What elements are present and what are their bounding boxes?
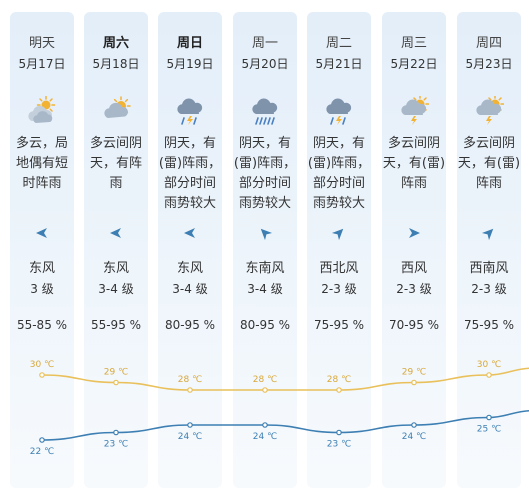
low-temp-line (41, 409, 529, 441)
wind-arrow-icon (184, 228, 195, 238)
wind-arrow-icon (409, 228, 420, 238)
humidity: 75-95 % (313, 318, 365, 332)
forecast-day-column[interactable]: 周日 5月19日 阴天，有(雷)阵雨，部分时间雨势较大 东风 3-4 级 80-… (158, 12, 222, 488)
wind-level: 2-3 级 (321, 282, 357, 296)
thunderstorm-icon (177, 98, 203, 125)
wind-arrow-icon (331, 228, 344, 241)
humidity: 75-95 % (463, 318, 515, 332)
day-date: 5月19日 (166, 57, 214, 71)
wind-level: 3 级 (30, 282, 54, 296)
wind-direction: 东风 (176, 261, 203, 276)
wind-direction: 东南风 (245, 261, 285, 276)
high-temp-line (41, 367, 529, 391)
weather-description: 阴天，有(雷)阵雨，部分时间雨势较大 (233, 136, 297, 211)
sun-behind-cloud-icon (104, 96, 131, 118)
humidity: 70-95 % (388, 318, 440, 332)
sun-thunder-icon (401, 96, 429, 125)
low-temp-label: 24 ℃ (178, 432, 202, 442)
wind-direction: 西南风 (469, 261, 509, 276)
wind-level: 3-4 级 (98, 282, 134, 296)
weather-description: 多云间阴天，有(雷)阵雨 (457, 136, 521, 191)
low-temp-point (411, 422, 417, 428)
high-temp-label: 29 ℃ (104, 368, 128, 378)
high-temp-point (39, 372, 45, 378)
weather-description: 阴天，有(雷)阵雨，部分时间雨势较大 (158, 136, 222, 211)
day-date: 5月21日 (315, 57, 363, 71)
low-temp-label: 24 ℃ (402, 432, 426, 442)
day-date: 5月23日 (465, 57, 513, 71)
high-temp-point (187, 387, 193, 393)
low-temp-label: 23 ℃ (104, 440, 128, 450)
wind-direction: 西北风 (319, 261, 359, 276)
forecast-day-column[interactable]: 明天 5月17日 多云，局地偶有短时阵雨 东风 3 级 55-85 % (10, 12, 74, 488)
high-temp-label: 28 ℃ (253, 375, 277, 385)
weather-description: 阴天，有(雷)阵雨，部分时间雨势较大 (307, 136, 371, 211)
low-temp-label: 25 ℃ (477, 425, 501, 435)
high-temp-label: 30 ℃ (477, 360, 501, 370)
low-temp-point (262, 422, 268, 428)
day-name: 周一 (251, 36, 278, 51)
humidity: 80-95 % (164, 318, 216, 332)
day-date: 5月20日 (241, 57, 289, 71)
weather-description: 多云间阴天，有阵雨 (89, 136, 142, 191)
high-temp-point (336, 387, 342, 393)
wind-level: 2-3 级 (396, 282, 432, 296)
forecast-day-column[interactable]: 周六 5月18日 多云间阴天，有阵雨 东风 3-4 级 55-95 % (84, 12, 148, 488)
high-temp-label: 29 ℃ (402, 368, 426, 378)
forecast-day-column[interactable]: 周一 5月20日 阴天，有(雷)阵雨，部分时间雨势较大 东南风 3-4 级 80… (233, 12, 297, 488)
high-temp-label: 28 ℃ (327, 375, 351, 385)
wind-direction: 西风 (400, 261, 427, 276)
wind-direction: 东风 (102, 261, 129, 276)
day-date: 5月22日 (390, 57, 438, 71)
wind-direction: 东风 (28, 261, 55, 276)
low-temp-label: 22 ℃ (30, 447, 54, 457)
low-temp-point (486, 414, 492, 421)
low-temp-point (113, 429, 119, 436)
humidity: 55-95 % (90, 318, 142, 332)
sun-thunder-icon (476, 96, 504, 125)
humidity: 55-85 % (16, 318, 68, 332)
high-temp-point (411, 379, 417, 386)
weather-description: 多云间阴天，有(雷)阵雨 (382, 136, 446, 191)
heavy-rain-icon (252, 98, 278, 125)
day-name: 周二 (325, 36, 352, 51)
forecast-day-column[interactable]: 周二 5月21日 阴天，有(雷)阵雨，部分时间雨势较大 西北风 2-3 级 75… (307, 12, 371, 488)
low-temp-point (187, 422, 193, 428)
day-name: 周四 (475, 36, 502, 51)
high-temp-label: 30 ℃ (30, 360, 54, 370)
partly-cloudy-icon (28, 96, 56, 123)
day-name: 周三 (400, 36, 427, 51)
day-name: 明天 (28, 36, 55, 51)
high-temp-point (113, 379, 119, 386)
wind-arrow-icon (481, 228, 494, 241)
humidity: 80-95 % (239, 318, 291, 332)
low-temp-label: 24 ℃ (253, 432, 277, 442)
low-temp-point (39, 437, 45, 443)
day-date: 5月18日 (92, 57, 140, 71)
thunderstorm-icon (326, 98, 352, 125)
weather-description: 多云，局地偶有短时阵雨 (15, 136, 68, 191)
wind-arrow-icon (36, 228, 47, 238)
day-name: 周六 (102, 36, 129, 51)
temperature-chart: 30 ℃ 29 ℃ 28 ℃ 28 ℃ 28 ℃ 29 ℃ 30 ℃ 22 ℃ 23 ℃ 24 ℃… (30, 360, 529, 457)
wind-level: 3-4 级 (247, 282, 283, 296)
day-date: 5月17日 (18, 57, 66, 71)
wind-level: 3-4 级 (172, 282, 208, 296)
forecast-day-column[interactable]: 周三 5月22日 多云间阴天，有(雷)阵雨 西风 2-3 级 70-95 % (382, 12, 446, 488)
high-temp-point (486, 372, 492, 378)
day-name: 周日 (176, 36, 203, 51)
low-temp-label: 23 ℃ (327, 440, 351, 450)
wind-arrow-icon (110, 228, 121, 238)
low-temp-point (336, 429, 342, 436)
high-temp-point (262, 387, 268, 393)
forecast-day-column[interactable]: 周四 5月23日 多云间阴天，有(雷)阵雨 西南风 2-3 级 75-95 % (457, 12, 521, 488)
wind-level: 2-3 级 (471, 282, 507, 296)
high-temp-label: 28 ℃ (178, 375, 202, 385)
wind-arrow-icon (260, 228, 273, 241)
